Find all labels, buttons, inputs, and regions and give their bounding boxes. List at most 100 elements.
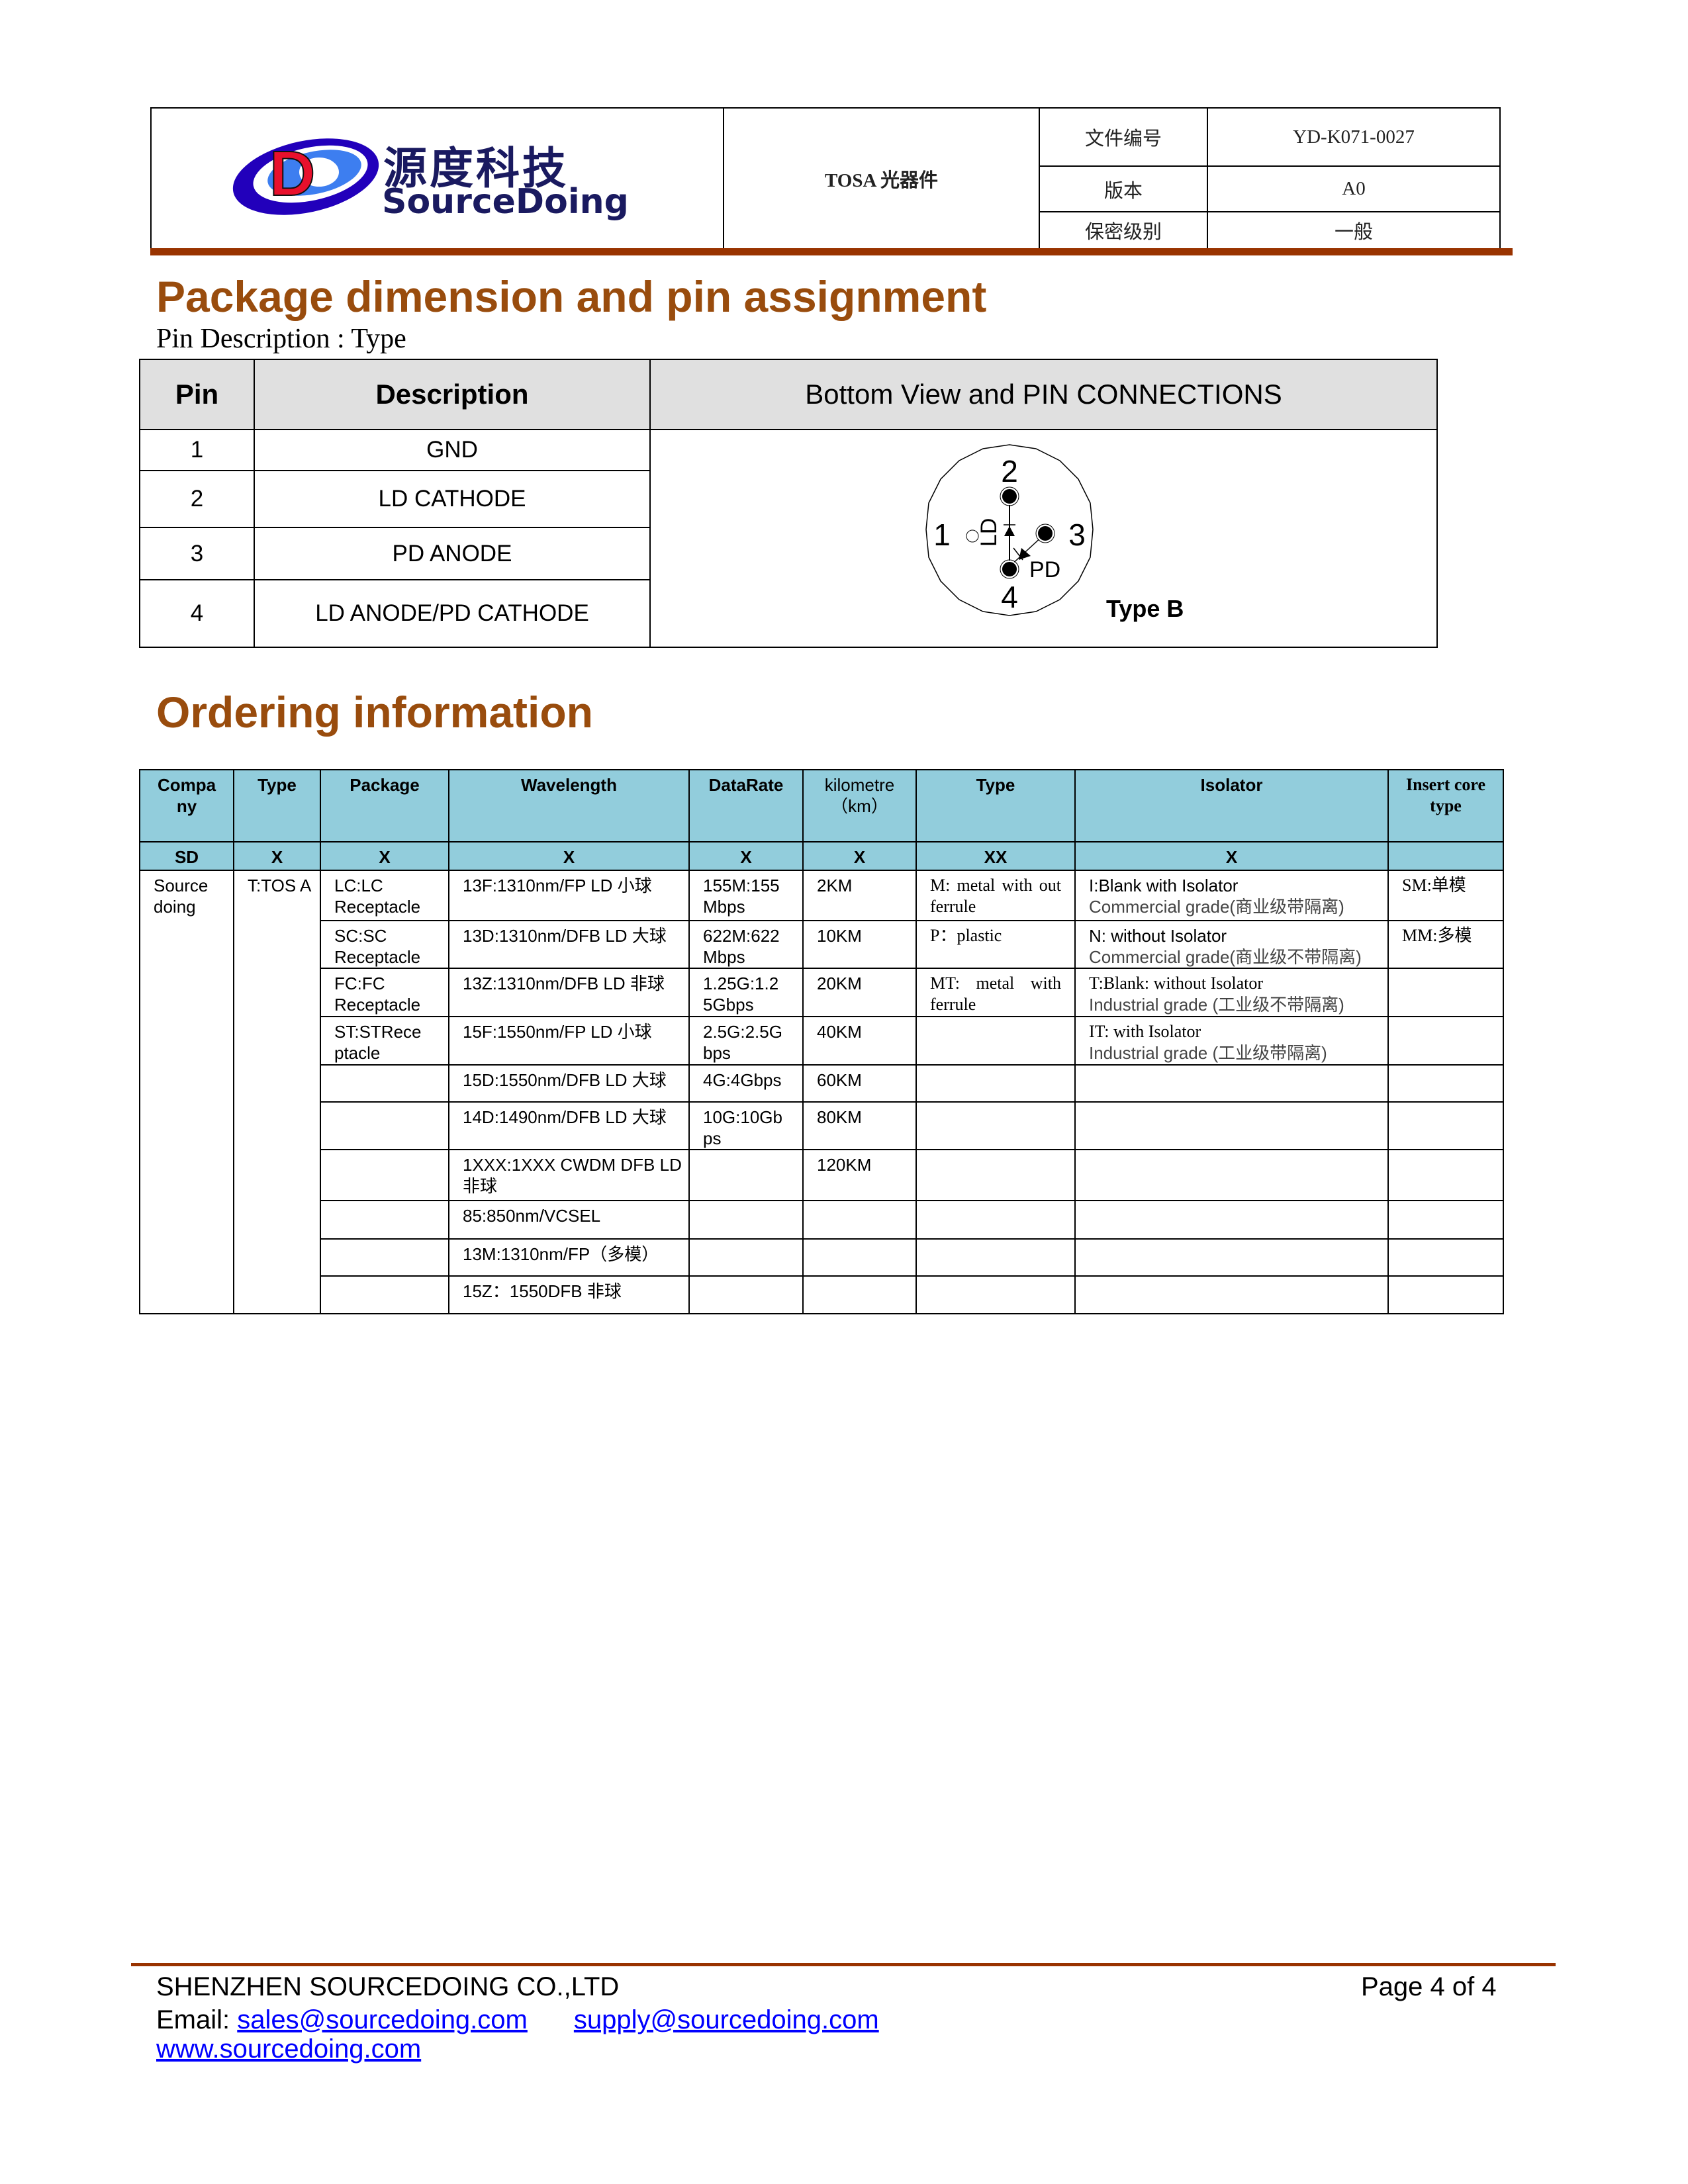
pin-2-dot bbox=[1001, 488, 1018, 505]
pin-diagram-cell: 2 1 3 4 LD PD Type B bbox=[649, 429, 1438, 648]
package-cell: FC:FC Receptacle bbox=[320, 968, 449, 1017]
column-header-wavelength: Wavelength bbox=[448, 769, 690, 842]
distance-cell bbox=[802, 1200, 917, 1240]
column-header-type2: Type bbox=[915, 769, 1076, 842]
section-title-ordering: Ordering information bbox=[156, 688, 593, 737]
isolator-grade: Commercial grade(商业级不带隔离) bbox=[1089, 947, 1362, 967]
table-row: 14D:1490nm/DFB LD 大球 10G:10Gb ps 80KM bbox=[140, 1101, 1504, 1150]
insert-core-cell bbox=[1387, 1275, 1504, 1314]
package-outline bbox=[925, 444, 1094, 616]
pin-4-dot bbox=[1001, 561, 1018, 578]
sales-email-link[interactable]: sales@sourcedoing.com bbox=[237, 2005, 528, 2034]
footer-company: SHENZHEN SOURCEDOING CO.,LTD bbox=[156, 1972, 620, 2001]
datarate-cell: 10G:10Gb ps bbox=[688, 1101, 804, 1150]
ferrule-type-cell bbox=[915, 1238, 1076, 1277]
package-cell bbox=[320, 1275, 449, 1314]
code-cell bbox=[1387, 841, 1504, 871]
insert-core-cell: MM:多模 bbox=[1387, 920, 1504, 969]
insert-core-cell bbox=[1387, 968, 1504, 1017]
website-link[interactable]: www.sourcedoing.com bbox=[156, 2034, 422, 2064]
field-label: 保密级别 bbox=[1039, 211, 1208, 250]
section-title-package: Package dimension and pin assignment bbox=[156, 272, 987, 321]
column-header-company: Compa ny bbox=[139, 769, 234, 842]
package-cell bbox=[320, 1149, 449, 1201]
isolator-grade: Industrial grade (工业级不带隔离) bbox=[1089, 995, 1344, 1015]
table-row: SC:SC Receptacle 13D:1310nm/DFB LD 大球 622M… bbox=[140, 920, 1504, 969]
distance-cell: 40KM bbox=[802, 1016, 917, 1066]
pin-number: 4 bbox=[139, 579, 255, 648]
footer-divider bbox=[131, 1963, 1556, 1966]
insert-core-cell: SM:单模 bbox=[1387, 870, 1504, 921]
distance-cell bbox=[802, 1238, 917, 1277]
table-row: 85:850nm/VCSEL bbox=[140, 1200, 1504, 1240]
package-cell bbox=[320, 1200, 449, 1240]
logo-english-text: SourceDoing bbox=[382, 181, 629, 222]
insert-core-cell bbox=[1387, 1238, 1504, 1277]
pin-description-subtitle: Pin Description : Type bbox=[156, 324, 406, 354]
header-row: Compa ny Type Package Wavelength DataRat… bbox=[139, 769, 1504, 842]
distance-cell: 60KM bbox=[802, 1064, 917, 1103]
distance-cell: 10KM bbox=[802, 920, 917, 969]
datarate-cell bbox=[688, 1238, 804, 1277]
distance-cell: 20KM bbox=[802, 968, 917, 1017]
footer-website-line: www.sourcedoing.com bbox=[156, 2034, 421, 2064]
pin-3-dot bbox=[1037, 525, 1054, 542]
datarate-cell: 4G:4Gbps bbox=[688, 1064, 804, 1103]
isolator-cell: IT: with Isolator Industrial grade (工业级带隔… bbox=[1074, 1016, 1389, 1066]
pin-label-3: 3 bbox=[1068, 518, 1086, 552]
field-label: 版本 bbox=[1039, 165, 1208, 212]
datarate-cell: 155M:155 Mbps bbox=[688, 870, 804, 921]
pin-header: Pin bbox=[139, 359, 255, 430]
pin-label-1: 1 bbox=[933, 518, 951, 552]
pin-table: Pin Description Bottom View and PIN CONN… bbox=[139, 359, 1438, 648]
isolator-grade: Industrial grade (工业级带隔离) bbox=[1089, 1043, 1327, 1063]
table-row: 1XXX:1XXX CWDM DFB LD 非球 120KM bbox=[140, 1149, 1504, 1201]
code-cell: X bbox=[233, 841, 321, 871]
code-cell: X bbox=[1074, 841, 1389, 871]
isolator-cell bbox=[1074, 1149, 1389, 1201]
ordering-table: Compa ny Type Package Wavelength DataRat… bbox=[139, 769, 1504, 1314]
table-row: 15D:1550nm/DFB LD 大球 4G:4Gbps 60KM bbox=[140, 1064, 1504, 1103]
company-cell: Source doing bbox=[139, 870, 234, 1314]
logo-cell: D 源度科技 SourceDoing bbox=[150, 107, 724, 250]
wavelength-cell: 15F:1550nm/FP LD 小球 bbox=[448, 1016, 690, 1066]
distance-cell bbox=[802, 1275, 917, 1314]
code-cell: XX bbox=[915, 841, 1076, 871]
column-header-package: Package bbox=[320, 769, 449, 842]
pd-diode-symbol bbox=[1019, 548, 1031, 560]
footer-email-line: Email: sales@sourcedoing.com supply@sourc… bbox=[156, 2005, 879, 2035]
insert-core-cell bbox=[1387, 1064, 1504, 1103]
ferrule-type-cell bbox=[915, 1275, 1076, 1314]
document-header-table: D 源度科技 SourceDoing TOSA 光器件 文件编号 YD-K071… bbox=[150, 107, 1501, 250]
distance-cell: 80KM bbox=[802, 1101, 917, 1150]
insert-core-cell bbox=[1387, 1016, 1504, 1066]
table-row: Source doing T:TOS A LC:LC Receptacle 13F:1… bbox=[139, 870, 1504, 1314]
ferrule-type-cell: M: metal with out ferrule bbox=[915, 870, 1076, 921]
pin-description: LD CATHODE bbox=[254, 470, 651, 528]
column-header-type: Type bbox=[233, 769, 321, 842]
datarate-cell bbox=[688, 1149, 804, 1201]
wavelength-cell: 85:850nm/VCSEL bbox=[448, 1200, 690, 1240]
column-header-kilometre: kilometre （km） bbox=[802, 769, 917, 842]
description-header: Description bbox=[254, 359, 651, 430]
field-label: 文件编号 bbox=[1039, 107, 1208, 167]
ferrule-type-cell bbox=[915, 1064, 1076, 1103]
table-row: 1 GND 2 1 3 4 LD bbox=[139, 429, 1438, 648]
logo-chinese-text: 源度科技 bbox=[383, 142, 569, 194]
pin-description: PD ANODE bbox=[254, 527, 651, 580]
ferrule-type-cell: MT: metal with ferrule bbox=[915, 968, 1076, 1017]
isolator-cell: T:Blank: without Isolator Industrial grad… bbox=[1074, 968, 1389, 1017]
isolator-cell bbox=[1074, 1200, 1389, 1240]
supply-email-link[interactable]: supply@sourcedoing.com bbox=[573, 2005, 879, 2034]
pin-description: GND bbox=[254, 429, 651, 471]
code-cell: X bbox=[688, 841, 804, 871]
isolator-cell: N: without Isolator Commercial grade(商业级不… bbox=[1074, 920, 1389, 969]
package-cell: ST:STRece ptacle bbox=[320, 1016, 449, 1066]
insert-core-cell bbox=[1387, 1200, 1504, 1240]
column-header-insert-core: Insert core type bbox=[1387, 769, 1504, 842]
pin-connection-diagram: 2 1 3 4 LD PD Type B bbox=[925, 444, 1184, 622]
pin-description: LD ANODE/PD CATHODE bbox=[254, 579, 651, 648]
code-cell: SD bbox=[139, 841, 234, 871]
table-row: 13M:1310nm/FP（多模） bbox=[140, 1238, 1504, 1277]
column-header-isolator: Isolator bbox=[1074, 769, 1389, 842]
